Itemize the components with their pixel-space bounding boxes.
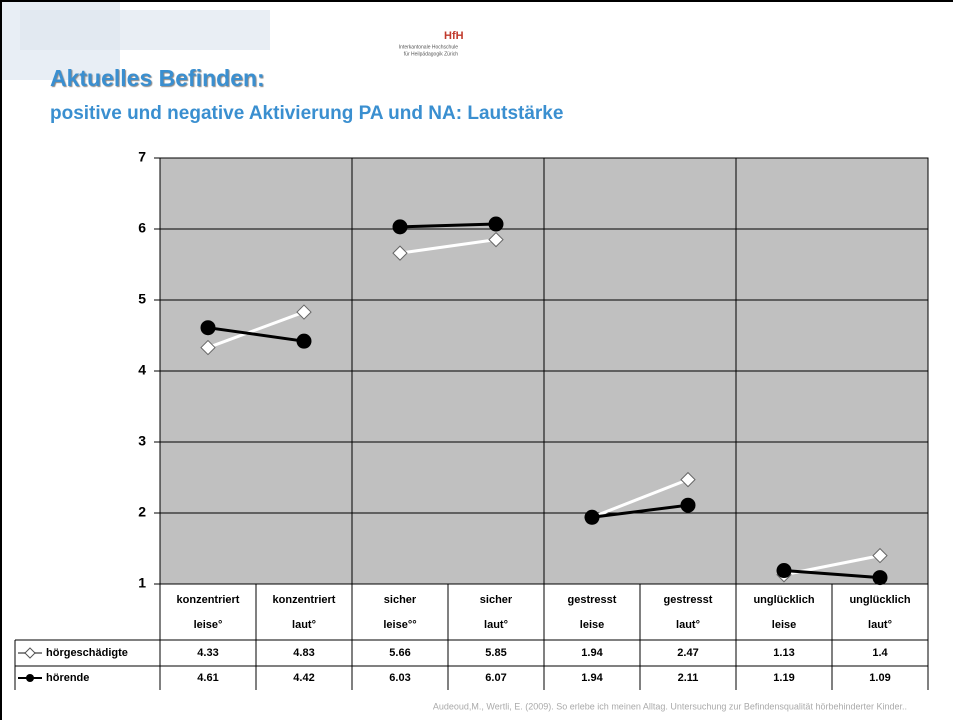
x-tick-label: laut° [868,619,892,631]
x-tick-label: sicher [384,594,417,606]
table-value: 5.85 [485,647,506,659]
y-tick-label: 5 [138,291,146,307]
marker [872,570,888,586]
legend-label: hörende [46,672,89,684]
series-line [783,569,881,580]
marker [584,509,600,525]
x-tick-label: leise [580,619,604,631]
table-value: 1.4 [872,647,888,659]
table-value: 4.61 [197,672,218,684]
marker [200,320,216,336]
banner-decoration [20,10,270,50]
table-value: 1.19 [773,672,794,684]
series-line [207,326,305,343]
series-line [399,222,497,229]
institution: für Heilpädagogik Zürich [404,51,458,57]
y-tick-label: 4 [138,362,146,378]
x-tick-label: laut° [484,619,508,631]
marker [776,563,792,579]
citation: Audeoud,M., Wertli, E. (2009). So erlebe… [433,701,907,711]
series-line [399,238,497,255]
table-value: 4.42 [293,672,314,684]
x-tick-label: unglücklich [753,594,814,606]
y-tick-label: 3 [138,433,146,449]
x-tick-label: laut° [292,619,316,631]
series-line [207,310,305,349]
y-tick-label: 7 [138,149,146,165]
marker [296,304,312,320]
legend-marker [24,647,36,659]
table-value: 5.66 [389,647,410,659]
title: Aktuelles Befinden: [50,65,265,91]
marker [392,245,408,261]
x-tick-label: gestresst [664,594,713,606]
marker [680,497,696,513]
marker [488,216,504,232]
table-value: 1.94 [581,672,603,684]
x-tick-label: leise [772,619,796,631]
marker [392,219,408,235]
series-line [591,478,689,519]
x-tick-label: gestresst [568,594,617,606]
table-value: 4.33 [197,647,218,659]
logo: HfH [444,30,464,42]
y-tick-label: 1 [138,575,146,591]
x-tick-label: konzentriert [273,594,336,606]
x-tick-label: unglücklich [849,594,910,606]
marker [872,547,888,564]
legend-label: hörgeschädigte [46,647,128,659]
table-value: 1.13 [773,647,794,659]
y-tick-label: 2 [138,504,146,520]
institution: Interkantonale Hochschule [399,44,458,50]
x-tick-label: laut° [676,619,700,631]
table-value: 2.47 [677,647,698,659]
table-value: 6.03 [389,672,410,684]
x-tick-label: sicher [480,594,513,606]
series-line [591,503,689,519]
marker [200,339,216,356]
x-tick-label: leise°° [383,619,416,631]
y-tick-label: 6 [138,220,146,236]
marker [680,471,696,488]
table-value: 6.07 [485,672,506,684]
table-value: 2.11 [678,672,699,684]
table-value: 1.94 [581,647,603,659]
legend-marker [26,674,34,682]
subtitle: positive und negative Aktivierung PA und… [50,103,563,124]
x-tick-label: leise° [194,619,223,631]
table-value: 1.09 [869,672,890,684]
marker [488,231,504,248]
table-value: 4.83 [293,647,314,659]
x-tick-label: konzentriert [177,594,240,606]
marker [296,333,312,349]
